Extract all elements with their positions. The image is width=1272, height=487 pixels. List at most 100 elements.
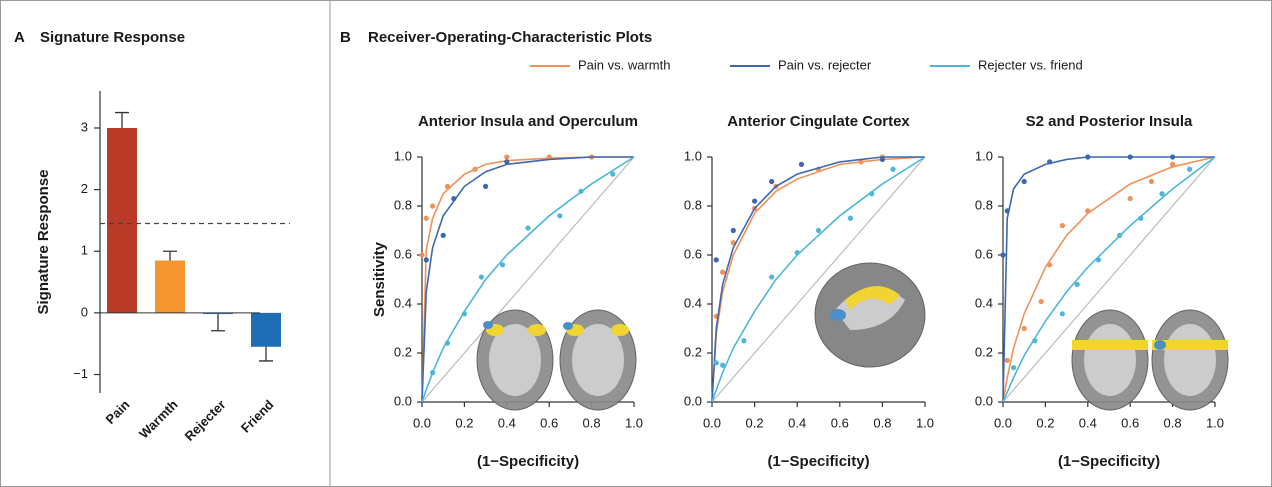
data-point: [848, 216, 853, 221]
x-tick-label: 0.4: [498, 415, 516, 430]
data-point: [1005, 208, 1010, 213]
data-point: [504, 154, 509, 159]
y-tick-label: 0.8: [394, 197, 412, 212]
data-point: [1060, 223, 1065, 228]
y-tick-label: 1: [81, 243, 88, 258]
frame: [1, 1, 1272, 487]
x-tick-label: 0.0: [703, 415, 721, 430]
panel-label: A: [14, 29, 25, 46]
y-tick-label: 0.4: [975, 295, 993, 310]
data-point: [419, 252, 424, 257]
data-point: [1047, 262, 1052, 267]
data-point: [720, 270, 725, 275]
data-point: [1096, 257, 1101, 262]
data-point: [1047, 159, 1052, 164]
x-tick-label: 0.2: [1036, 415, 1054, 430]
y-axis-label: Signature Response: [35, 169, 52, 314]
data-point: [1128, 196, 1133, 201]
data-point: [714, 257, 719, 262]
x-tick-label: 0.6: [540, 415, 558, 430]
x-tick-label: 0.4: [788, 415, 806, 430]
data-point: [479, 274, 484, 279]
data-point: [880, 157, 885, 162]
data-point: [504, 159, 509, 164]
data-point: [441, 233, 446, 238]
data-point: [1011, 365, 1016, 370]
bar: [155, 260, 185, 312]
chart-title: S2 and Posterior Insula: [1026, 113, 1193, 130]
data-point: [752, 199, 757, 204]
y-tick-label: 0.2: [684, 344, 702, 359]
data-point: [1032, 338, 1037, 343]
data-point: [799, 162, 804, 167]
y-tick-label: 0.6: [975, 246, 993, 261]
data-point: [720, 363, 725, 368]
chart-title: Anterior Cingulate Cortex: [727, 113, 910, 130]
data-point: [1000, 252, 1005, 257]
data-point: [1022, 179, 1027, 184]
data-point: [472, 167, 477, 172]
y-tick-label: 0.6: [394, 246, 412, 261]
data-point: [525, 225, 530, 230]
x-tick-label: 0.8: [583, 415, 601, 430]
chart-title: Anterior Insula and Operculum: [418, 113, 638, 130]
bar: [107, 128, 137, 313]
data-point: [1005, 358, 1010, 363]
data-point: [430, 370, 435, 375]
y-tick-label: −1: [73, 366, 88, 381]
data-point: [741, 338, 746, 343]
x-tick-label: 0.0: [413, 415, 431, 430]
x-axis-label: (1−Specificity): [767, 453, 869, 470]
x-tick-label: 0.6: [1121, 415, 1139, 430]
y-tick-label: 0.4: [394, 295, 412, 310]
x-tick-label: 0.2: [455, 415, 473, 430]
x-tick-label: 1.0: [625, 415, 643, 430]
y-tick-label: 3: [81, 119, 88, 134]
figure: A Signature Response Signature Response −1 0…: [0, 0, 1272, 487]
data-point: [714, 360, 719, 365]
data-point: [1187, 167, 1192, 172]
data-point: [890, 167, 895, 172]
chart-title: Signature Response: [40, 29, 185, 46]
y-tick-label: 0.2: [975, 344, 993, 359]
x-tick-label: 0.2: [746, 415, 764, 430]
x-tick-label: 0.6: [831, 415, 849, 430]
x-tick-label: 0.0: [994, 415, 1012, 430]
y-tick-label: 0.8: [975, 197, 993, 212]
data-point: [1085, 208, 1090, 213]
y-tick-label: 1.0: [975, 148, 993, 163]
y-tick-label: 0.6: [684, 246, 702, 261]
x-tick-label: 1.0: [1206, 415, 1224, 430]
data-point: [769, 274, 774, 279]
data-point: [445, 184, 450, 189]
y-tick-label: 2: [81, 181, 88, 196]
data-point: [1170, 162, 1175, 167]
data-point: [424, 216, 429, 221]
data-point: [500, 262, 505, 267]
y-tick-label: 1.0: [394, 148, 412, 163]
data-point: [1039, 299, 1044, 304]
data-point: [1075, 282, 1080, 287]
data-point: [430, 203, 435, 208]
bar: [251, 313, 281, 347]
y-tick-label: 0.8: [684, 197, 702, 212]
data-point: [445, 341, 450, 346]
legend-label: Pain vs. rejecter: [778, 57, 872, 72]
data-point: [451, 196, 456, 201]
x-axis-label: (1−Specificity): [477, 453, 579, 470]
data-point: [1159, 191, 1164, 196]
data-point: [1060, 311, 1065, 316]
data-point: [424, 257, 429, 262]
data-point: [816, 228, 821, 233]
legend-label: Rejecter vs. friend: [978, 57, 1083, 72]
y-tick-label: 0.0: [684, 393, 702, 408]
data-point: [610, 172, 615, 177]
y-tick-label: 0.4: [684, 295, 702, 310]
panel-label: B: [340, 29, 351, 46]
data-point: [769, 179, 774, 184]
x-tick-label: 1.0: [916, 415, 934, 430]
data-point: [795, 250, 800, 255]
x-axis-label: (1−Specificity): [1058, 453, 1160, 470]
y-tick-label: 0.0: [975, 393, 993, 408]
y-tick-label: 0.0: [394, 393, 412, 408]
